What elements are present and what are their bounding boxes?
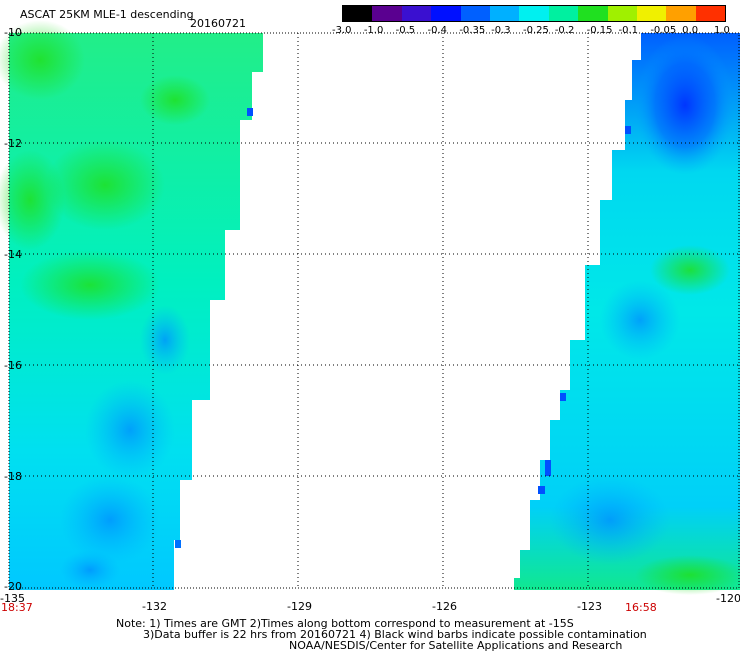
lon-label: -123 <box>577 600 602 613</box>
colorbar-tick-label: -3.0 <box>332 25 352 36</box>
colorbar-segment <box>607 6 637 21</box>
colorbar-segment <box>548 6 579 21</box>
product-date: 20160721 <box>190 17 246 30</box>
lat-label: -18 <box>4 470 22 483</box>
colorbar-segment <box>636 6 667 21</box>
colorbar-tick-label: -0.3 <box>491 25 511 36</box>
colorbar-segment <box>460 6 490 21</box>
colorbar <box>342 5 726 22</box>
left-swath <box>0 20 263 590</box>
map-grid <box>9 33 740 588</box>
product-title: ASCAT 25KM MLE-1 descending <box>20 8 194 21</box>
lat-label: -16 <box>4 359 22 372</box>
right-swath <box>514 33 740 595</box>
lat-label: -14 <box>4 248 22 261</box>
colorbar-tick-label: 1.0 <box>714 25 730 36</box>
lat-label: -20 <box>4 580 22 593</box>
lon-label: -135 <box>0 592 25 605</box>
colorbar-tick-label: -1.0 <box>363 25 384 36</box>
colorbar-tick-label: -0.1 <box>618 25 639 36</box>
colorbar-segment <box>695 6 726 21</box>
swath-time-left: 18:37 <box>1 601 33 614</box>
colorbar-tick-label: -0.05 <box>650 25 677 36</box>
lon-label: -126 <box>432 600 457 613</box>
colorbar-segment <box>372 6 402 21</box>
colorbar-segment <box>401 6 432 21</box>
footer-note-2: 3)Data buffer is 22 hrs from 20160721 4)… <box>143 628 647 641</box>
colorbar-tick-label: -0.15 <box>586 25 613 36</box>
colorbar-segment <box>578 6 608 21</box>
lon-label: -132 <box>142 600 167 613</box>
lon-label: -129 <box>287 600 312 613</box>
colorbar-tick-label: -0.5 <box>395 25 416 36</box>
colorbar-segment <box>489 6 520 21</box>
colorbar-tick-label: -0.2 <box>554 25 575 36</box>
colorbar-segment <box>431 6 461 21</box>
lon-label: -120 <box>716 592 740 605</box>
lat-label: -10 <box>4 26 22 39</box>
swath-time-right: 16:58 <box>625 601 657 614</box>
footer-note-1: Note: 1) Times are GMT 2)Times along bot… <box>116 617 574 630</box>
colorbar-tick-label: -0.4 <box>427 25 448 36</box>
colorbar-segment <box>666 6 696 21</box>
colorbar-segment <box>519 6 549 21</box>
footer-credit: NOAA/NESDIS/Center for Satellite Applica… <box>289 639 623 652</box>
colorbar-tick-label: -0.35 <box>459 25 486 36</box>
colorbar-labels: -3.0 -1.0 -0.5 -0.4 -0.35 -0.3 -0.25 -0.2 -0.15-… <box>332 25 732 37</box>
map-frame <box>8 32 740 589</box>
colorbar-tick-label: 0.0 <box>682 25 699 36</box>
colorbar-segment <box>343 6 373 21</box>
lat-label: -12 <box>4 137 22 150</box>
colorbar-tick-label: -0.25 <box>523 25 549 36</box>
